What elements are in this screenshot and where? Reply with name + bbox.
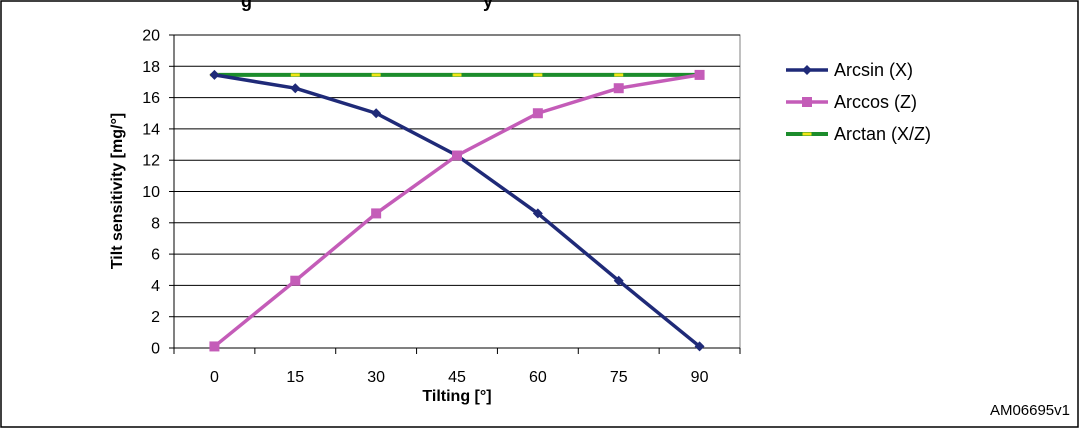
data-point-4 — [533, 73, 543, 77]
data-point-2 — [371, 208, 382, 219]
data-point-0 — [209, 341, 220, 352]
figure-code: AM06695v1 — [990, 402, 1070, 419]
data-point-2 — [371, 73, 381, 77]
data-point-1 — [290, 83, 301, 94]
x-tick-label: 15 — [286, 369, 304, 386]
data-point-5 — [614, 73, 624, 77]
x-axis: 0 15 30 45 60 75 90 — [173, 347, 741, 386]
data-point-0 — [209, 69, 220, 80]
legend-item: Arccos (Z) — [786, 92, 917, 112]
y-tick-label: 10 — [142, 184, 160, 201]
title-fragment-right: y — [483, 0, 493, 11]
legend-label: Arcsin (X) — [834, 60, 913, 80]
y-axis-title: Tilt sensitivity [mg/°] — [109, 113, 126, 269]
y-axis: 0 2 4 6 8 10 12 14 16 18 20 — [142, 28, 175, 358]
title-fragment-left: g — [241, 0, 252, 11]
x-tick-label: 60 — [529, 369, 547, 386]
y-tick-label: 18 — [142, 59, 160, 76]
y-tick-label: 12 — [142, 153, 160, 170]
legend-label: Arccos (Z) — [834, 92, 917, 112]
data-point-legend — [802, 97, 812, 107]
x-tick-label: 45 — [448, 369, 466, 386]
data-point-5 — [613, 83, 624, 94]
data-point-5 — [613, 275, 624, 286]
legend: Arcsin (X) Arccos (Z) Arctan (X/Z) — [786, 60, 931, 144]
data-point-4 — [532, 108, 543, 119]
data-point-legend — [802, 132, 812, 136]
legend-item: Arcsin (X) — [786, 60, 913, 80]
legend-label: Arctan (X/Z) — [834, 124, 931, 144]
y-tick-label: 4 — [151, 278, 160, 295]
x-tick-label: 75 — [610, 369, 628, 386]
data-point-6 — [694, 341, 705, 352]
y-tick-label: 0 — [151, 341, 160, 358]
x-tick-label: 90 — [691, 369, 709, 386]
y-tick-label: 8 — [151, 215, 160, 232]
data-point-1 — [290, 73, 300, 77]
data-point-legend — [802, 65, 812, 75]
x-axis-title: Tilting [°] — [422, 388, 491, 405]
y-tick-label: 20 — [142, 28, 160, 45]
y-tick-label: 16 — [142, 90, 160, 107]
data-point-2 — [371, 108, 382, 119]
data-point-3 — [452, 73, 462, 77]
x-tick-label: 0 — [210, 369, 219, 386]
data-point-1 — [290, 275, 301, 286]
series-layer — [209, 69, 705, 352]
legend-item: Arctan (X/Z) — [786, 124, 931, 144]
series-3 — [209, 72, 705, 77]
y-tick-label: 14 — [142, 121, 160, 138]
gridlines — [174, 34, 740, 318]
y-tick-label: 6 — [151, 247, 160, 264]
x-tick-label: 30 — [367, 369, 385, 386]
data-point-6 — [694, 69, 705, 80]
data-point-4 — [532, 208, 543, 219]
series-2 — [209, 69, 705, 352]
data-point-3 — [452, 150, 462, 161]
y-tick-label: 2 — [151, 309, 160, 326]
